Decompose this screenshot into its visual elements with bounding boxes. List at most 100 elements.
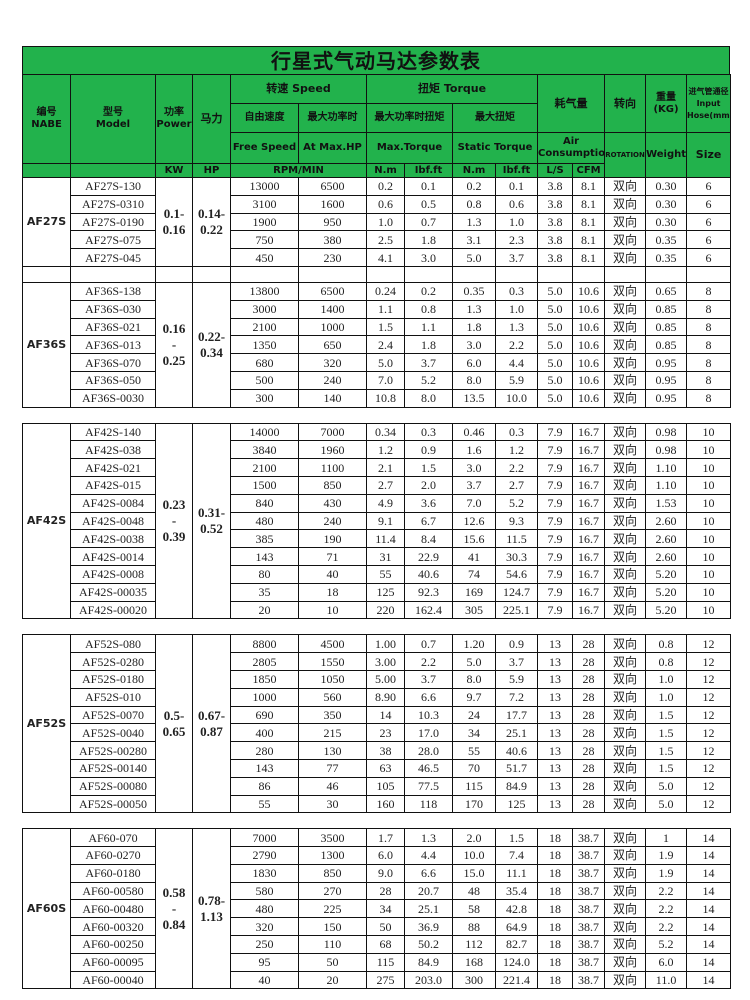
model-cell: AF42S-038	[70, 440, 156, 460]
max-torque-lbf-cell: 0.9	[404, 440, 454, 460]
hose-size-cell: 12	[686, 723, 732, 743]
max-hp-speed-cell: 20	[297, 970, 368, 990]
static-torque-nm-cell: 0.8	[452, 194, 497, 214]
weight-cell: 0.30	[645, 212, 688, 232]
spacer-cell	[22, 618, 71, 636]
air-cfm-cell: 28	[572, 669, 606, 689]
hose-size-cell: 12	[686, 758, 732, 778]
free-speed-cell: 690	[230, 705, 299, 725]
max-torque-lbf-cell: 40.6	[404, 564, 454, 584]
max-hp-speed-cell: 850	[297, 863, 368, 883]
max-torque-nm-cell: 9.1	[366, 511, 406, 531]
max-hp-speed-cell: 130	[297, 741, 368, 760]
max-hp-speed-cell: 140	[297, 388, 368, 408]
air-ls-cell: 5.0	[537, 317, 574, 337]
air-ls-cell: 18	[537, 952, 574, 972]
max-torque-lbf-cell: 162.4	[404, 600, 454, 620]
air-ls-cell: 13	[537, 705, 574, 725]
weight-cell: 1.10	[645, 475, 688, 495]
weight-cell: 0.8	[645, 634, 688, 654]
rotation-cell: 双向	[604, 317, 647, 337]
spacer-cell	[155, 812, 193, 830]
max-torque-lbf-cell: 46.5	[404, 758, 454, 778]
air-cfm-cell: 28	[572, 705, 606, 725]
static-torque-lbf-cell: 84.9	[495, 776, 539, 796]
max-hp-speed-cell: 6500	[297, 281, 368, 301]
max-torque-nm-cell: 1.5	[366, 317, 406, 337]
air-cfm-cell: 16.7	[572, 422, 606, 442]
spacer-cell	[572, 265, 606, 283]
unit-kw: KW	[155, 163, 193, 178]
static-torque-lbf-cell: 40.6	[495, 741, 539, 760]
hose-size-cell: 14	[686, 935, 732, 954]
power-range: 0.1- 0.16	[155, 177, 193, 267]
table-row: AF60-00040 40 20 275 203.0 300 221.4 18 38.7 双向 11…	[23, 970, 732, 990]
static-torque-nm-cell: 169	[452, 582, 497, 602]
max-torque-lbf-cell: 2.0	[404, 475, 454, 495]
rotation-cell: 双向	[604, 776, 647, 796]
air-ls-cell: 18	[537, 917, 574, 937]
air-cfm-cell: 38.7	[572, 970, 606, 990]
power-range: 0.16 - 0.25	[155, 281, 193, 408]
free-speed-cell: 385	[230, 529, 299, 549]
spacer-cell	[452, 618, 496, 636]
model-cell: AF27S-045	[70, 248, 156, 267]
static-torque-nm-cell: 300	[452, 970, 497, 990]
hose-size-cell: 14	[686, 863, 732, 883]
hose-size-cell: 14	[686, 917, 732, 937]
hose-size-cell: 12	[686, 652, 732, 671]
hp-range: 0.31- 0.52	[192, 422, 231, 620]
air-ls-cell: 3.8	[537, 194, 574, 214]
air-cfm-cell: 8.1	[572, 177, 606, 196]
max-torque-nm-cell: 6.0	[366, 846, 406, 865]
table-row: AF42S-00020 20 10 220 162.4 305 225.1 7.9 16.7 双向…	[23, 600, 732, 620]
rotation-cell: 双向	[604, 758, 647, 778]
table-row: AF52S-00280 280 130 38 28.0 55 40.6 13 28 双向 1.5 12	[23, 741, 732, 760]
weight-cell: 5.20	[645, 600, 688, 620]
max-hp-speed-cell: 18	[297, 582, 368, 602]
model-cell: AF52S-0040	[70, 723, 156, 743]
spacer-cell	[537, 812, 573, 830]
model-cell: AF52S-010	[70, 687, 156, 707]
hose-size-cell: 10	[686, 582, 732, 602]
hose-size-cell: 12	[686, 794, 732, 814]
max-torque-lbf-cell: 10.3	[404, 705, 454, 725]
max-hp-speed-cell: 230	[297, 248, 368, 267]
air-ls-cell: 13	[537, 687, 574, 707]
max-torque-nm-cell: 0.34	[366, 422, 406, 442]
header-size: 进气管通径Input Hose(mm)	[686, 74, 732, 133]
air-ls-cell: 13	[537, 652, 574, 671]
unit-lbf: Ibf.ft	[404, 163, 454, 178]
max-torque-nm-cell: 63	[366, 758, 406, 778]
spacer-cell	[404, 618, 453, 636]
spacer-cell	[192, 812, 231, 830]
air-ls-cell: 5.0	[537, 299, 574, 319]
max-torque-nm-cell: 5.00	[366, 669, 406, 689]
table-row: AF27S-075 750 380 2.5 1.8 3.1 2.3 3.8 8.1 双向 0.35 6	[23, 230, 732, 250]
rotation-cell: 双向	[604, 863, 647, 883]
max-torque-nm-cell: 11.4	[366, 529, 406, 549]
weight-cell: 2.60	[645, 511, 688, 531]
header-max-hp-en: At Max.HP	[297, 132, 368, 164]
hose-size-cell: 8	[686, 281, 732, 301]
static-torque-lbf-cell: 0.3	[495, 422, 539, 442]
max-hp-speed-cell: 950	[297, 212, 368, 232]
table-row: AF52S-00080 86 46 105 77.5 115 84.9 13 28 双向 5.0 12	[23, 776, 732, 796]
rotation-cell: 双向	[604, 230, 647, 250]
max-hp-speed-cell: 240	[297, 511, 368, 531]
spacer-cell	[686, 618, 731, 636]
spacer-cell	[686, 812, 731, 830]
max-torque-lbf-cell: 84.9	[404, 952, 454, 972]
static-torque-lbf-cell: 2.3	[495, 230, 539, 250]
max-hp-speed-cell: 320	[297, 353, 368, 372]
max-hp-speed-cell: 1960	[297, 440, 368, 460]
static-torque-nm-cell: 88	[452, 917, 497, 937]
air-cfm-cell: 16.7	[572, 440, 606, 460]
air-cfm-cell: 28	[572, 758, 606, 778]
spacer-cell	[298, 618, 367, 636]
max-torque-lbf-cell: 6.7	[404, 511, 454, 531]
air-ls-cell: 18	[537, 828, 574, 848]
table-row: AF52S-010 1000 560 8.90 6.6 9.7 7.2 13 28 双向 1.0 12	[23, 687, 732, 707]
unit-ls: L/S	[537, 163, 574, 178]
free-speed-cell: 1000	[230, 687, 299, 707]
